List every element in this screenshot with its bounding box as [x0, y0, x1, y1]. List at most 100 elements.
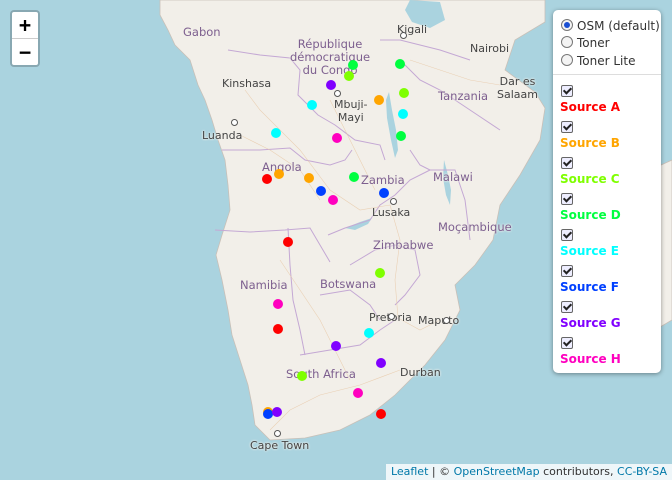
marker-source-c[interactable] [297, 371, 307, 381]
marker-source-a[interactable] [283, 237, 293, 247]
zoom-in-button[interactable]: + [12, 12, 38, 39]
overlay-label-source-f[interactable]: Source F [560, 280, 619, 294]
overlay-checkbox[interactable] [561, 229, 573, 241]
marker-source-b[interactable] [374, 95, 384, 105]
lake-tanganyika [386, 92, 398, 158]
base-layer-toner-lite[interactable]: Toner Lite [561, 53, 635, 69]
layers-control: OSM (default) Toner Toner Lite Source A S… [553, 10, 661, 373]
marker-source-h[interactable] [353, 388, 363, 398]
label-mbuji-line2: Mayi [337, 111, 364, 124]
marker-source-b[interactable] [274, 169, 284, 179]
marker-source-d[interactable] [348, 60, 358, 70]
label-zimbabwe: Zimbabwe [373, 238, 434, 252]
marker-source-f[interactable] [316, 186, 326, 196]
attribution-contrib: contributors, [539, 465, 618, 478]
marker-source-a[interactable] [273, 324, 283, 334]
label-dar-es-salaam: Dar es Salaam [497, 75, 538, 101]
overlay-checkbox[interactable] [561, 337, 573, 349]
overlay-checkbox[interactable] [561, 193, 573, 205]
overlay-checkbox[interactable] [561, 265, 573, 277]
overlay-label-source-d[interactable]: Source D [560, 208, 621, 222]
marker-source-e[interactable] [364, 328, 374, 338]
attribution: Leaflet | © OpenStreetMap contributors, … [385, 464, 672, 480]
label-nairobi: Nairobi [470, 42, 510, 55]
marker-source-g[interactable] [326, 80, 336, 90]
marker-source-e[interactable] [307, 100, 317, 110]
label-cape-town: Cape Town [250, 439, 310, 452]
base-layer-label: OSM (default) [577, 19, 660, 33]
country-borders [214, 39, 501, 356]
road-network [239, 59, 501, 431]
radio-icon[interactable] [561, 54, 573, 66]
osm-link[interactable]: OpenStreetMap [453, 465, 540, 478]
marker-source-g[interactable] [331, 341, 341, 351]
lake-malawi [443, 160, 451, 205]
marker-source-h[interactable] [332, 133, 342, 143]
overlay-label-source-h[interactable]: Source H [560, 352, 621, 366]
city-dot-kigali [400, 32, 407, 39]
base-layer-toner[interactable]: Toner [561, 35, 610, 51]
marker-source-a[interactable] [376, 409, 386, 419]
overlay-label-source-e[interactable]: Source E [560, 244, 619, 258]
marker-source-a[interactable] [262, 174, 272, 184]
marker-source-b[interactable] [304, 173, 314, 183]
label-durban: Durban [400, 366, 441, 379]
marker-source-g[interactable] [376, 358, 386, 368]
overlay-checkbox[interactable] [561, 301, 573, 313]
marker-source-d[interactable] [395, 59, 405, 69]
city-dot-lusaka [390, 198, 397, 205]
marker-source-e[interactable] [398, 109, 408, 119]
label-mocambique: Moçambique [438, 220, 512, 234]
radio-icon[interactable] [561, 36, 573, 48]
marker-source-c[interactable] [344, 71, 354, 81]
marker-source-h[interactable] [328, 195, 338, 205]
radio-icon[interactable] [561, 19, 573, 31]
overlay-label-source-a[interactable]: Source A [560, 100, 621, 114]
city-dot-maputo [443, 317, 450, 324]
lake-victoria [405, 0, 445, 28]
label-drc-line3: du Congo [302, 63, 358, 77]
label-lusaka: Lusaka [372, 206, 411, 219]
label-dar-line1: Dar es [499, 75, 536, 88]
license-link[interactable]: CC-BY-SA [617, 465, 667, 478]
base-layer-osm[interactable]: OSM (default) [561, 18, 660, 34]
city-dot-luanda [231, 119, 238, 126]
leaflet-link[interactable]: Leaflet [390, 465, 429, 478]
overlay-checkbox[interactable] [561, 85, 573, 97]
marker-source-g[interactable] [272, 407, 282, 417]
africa-landmass [159, 0, 546, 441]
label-drc: République démocratique du Congo [290, 38, 370, 77]
marker-source-d[interactable] [349, 172, 359, 182]
label-kinshasa: Kinshasa [222, 77, 272, 90]
label-angola: Angola [262, 160, 302, 174]
marker-source-d[interactable] [396, 131, 406, 141]
marker-source-f[interactable] [263, 409, 273, 419]
label-drc-line1: République [297, 37, 363, 51]
label-zambia: Zambia [361, 173, 405, 187]
label-dar-line2: Salaam [497, 88, 538, 101]
marker-source-f[interactable] [379, 188, 389, 198]
overlay-label-source-b[interactable]: Source B [560, 136, 620, 150]
label-maputo: Maputo [418, 314, 460, 327]
label-gabon: Gabon [183, 25, 221, 39]
overlay-checkbox[interactable] [561, 121, 573, 133]
label-botswana: Botswana [320, 277, 377, 291]
marker-source-c[interactable] [399, 88, 409, 98]
marker-source-e[interactable] [271, 128, 281, 138]
marker-source-h[interactable] [273, 299, 283, 309]
label-malawi: Malawi [433, 170, 473, 184]
attribution-sep: | © [428, 465, 454, 478]
overlay-checkbox[interactable] [561, 157, 573, 169]
overlay-label-source-g[interactable]: Source G [560, 316, 621, 330]
label-namibia: Namibia [240, 278, 288, 292]
label-mbuji-line1: Mbuji- [334, 98, 368, 111]
overlay-label-source-c[interactable]: Source C [560, 172, 620, 186]
city-dot-cape-town [274, 430, 281, 437]
city-dot-mbuji-mayi [334, 90, 341, 97]
city-dot-pretoria [388, 313, 395, 320]
label-mbuji-mayi: Mbuji- Mayi [334, 98, 368, 124]
marker-source-c[interactable] [375, 268, 385, 278]
base-layer-label: Toner Lite [577, 54, 636, 68]
zoom-out-button[interactable]: − [18, 40, 32, 64]
